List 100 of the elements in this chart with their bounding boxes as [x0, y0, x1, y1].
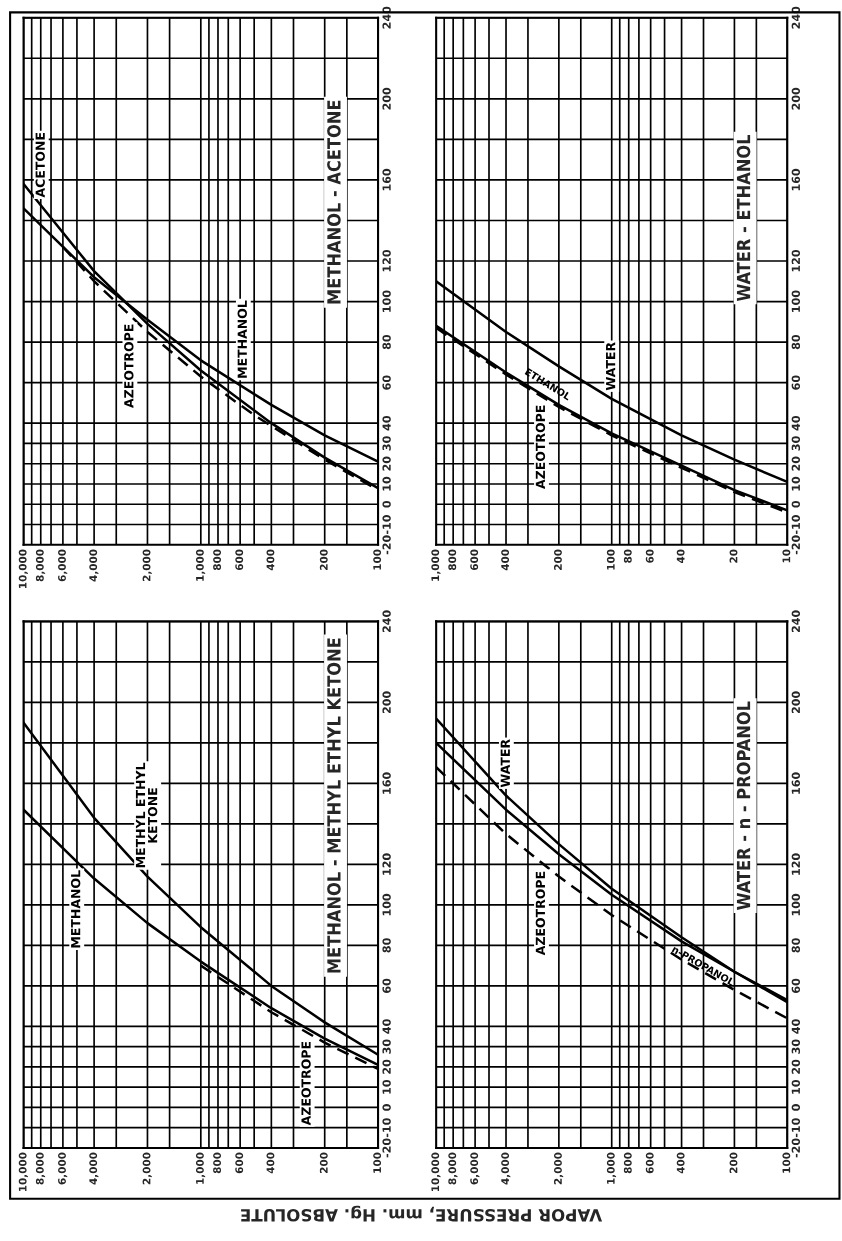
x-tick-label: 4,000 [89, 1152, 99, 1185]
y-tick-label: 100 [791, 893, 801, 916]
x-tick-label: 800 [623, 1152, 632, 1174]
y-tick-label: -20 [382, 1138, 391, 1158]
y-tick-label: 120 [791, 853, 801, 875]
y-tick-label: 10 [791, 1079, 801, 1094]
text: WATER - n - PROPANOL [736, 701, 751, 910]
y-tick-label: 120 [382, 853, 391, 875]
y-tick-label: 240 [382, 610, 391, 633]
y-tick-label: 0 [791, 500, 801, 508]
x-axis-title: VAPOR PRESSURE, mm. Hg. ABSOLUTE [241, 1205, 603, 1222]
text: AZEOTROPE [535, 871, 546, 956]
y-tick-label: 30 [382, 436, 391, 451]
y-tick-label: 0 [382, 500, 391, 508]
y-tick-label: 120 [382, 249, 391, 272]
text: METHANOL - ACETONE [327, 100, 341, 304]
y-tick-label: -10 [382, 515, 391, 534]
x-tick-label: 8,000 [448, 1152, 458, 1185]
text: WATER - ETHANOL [736, 134, 751, 302]
x-tick-label: 200 [554, 549, 562, 570]
y-tick-label: -20 [382, 535, 391, 555]
x-tick-label: 600 [235, 549, 244, 571]
y-tick-label: 40 [382, 1019, 391, 1034]
y-tick-label: 30 [791, 436, 801, 451]
text: METHYL ETHYL KETONE [135, 762, 158, 868]
x-tick-label: 8,000 [35, 549, 46, 582]
x-tick-label: 600 [235, 1152, 244, 1174]
x-tick-label: 1,000 [606, 1152, 617, 1184]
x-tick-label: 6,000 [58, 1152, 68, 1185]
x-tick-label: 200 [729, 1152, 738, 1174]
y-tick-label: 0 [382, 1104, 391, 1111]
y-tick-label: 160 [382, 168, 391, 191]
text: WATER [606, 342, 616, 391]
y-tick-label: 20 [382, 1059, 391, 1074]
x-tick-label: 1,000 [195, 1152, 206, 1184]
x-tick-label: 10,000 [18, 549, 28, 588]
y-tick-label: 120 [791, 249, 801, 272]
y-tick-label: -10 [791, 515, 801, 534]
y-tick-label: 100 [382, 893, 391, 916]
x-tick-label: 6,000 [58, 549, 68, 582]
y-tick-label: 160 [791, 772, 801, 794]
text: AZEOTROPE [124, 324, 134, 408]
x-tick-label: 2,000 [142, 1152, 152, 1185]
y-tick-label: 80 [791, 938, 801, 953]
text: WATER [500, 739, 510, 788]
y-tick-label: 100 [382, 290, 391, 312]
text: AZEOTROPE [301, 1041, 311, 1126]
y-tick-label: 30 [382, 1039, 391, 1054]
x-tick-label: 100 [606, 549, 615, 570]
text: AZEOTROPE [535, 405, 546, 489]
x-tick-label: 800 [213, 549, 222, 571]
y-tick-label: 10 [382, 476, 391, 491]
y-tick-label: 160 [382, 772, 391, 794]
y-tick-label: 200 [791, 691, 801, 714]
y-tick-label: 10 [791, 476, 801, 491]
y-tick-label: 200 [382, 87, 391, 110]
y-tick-label: 0 [791, 1104, 801, 1111]
x-tick-label: 400 [501, 549, 510, 571]
x-tick-label: 400 [676, 1152, 685, 1174]
y-tick-label: -20 [791, 535, 801, 555]
x-tick-label: 200 [319, 1152, 328, 1174]
x-tick-label: 20 [729, 549, 738, 563]
y-tick-label: 240 [791, 610, 801, 633]
y-tick-label: 20 [791, 456, 801, 471]
y-tick-label: -20 [791, 1138, 801, 1158]
y-tick-label: 10 [382, 1079, 391, 1094]
x-tick-label: 10,000 [18, 1152, 28, 1192]
x-tick-label: 600 [470, 549, 479, 571]
x-tick-label: 40 [676, 549, 685, 563]
y-tick-label: -10 [791, 1118, 801, 1138]
x-tick-label: 1,000 [195, 549, 206, 581]
y-tick-label: 80 [791, 334, 801, 350]
y-tick-label: 60 [382, 375, 391, 390]
y-tick-label: 80 [382, 938, 391, 953]
x-tick-label: 200 [319, 549, 328, 570]
x-tick-label: 2,000 [142, 549, 152, 582]
x-tick-label: 4,000 [89, 549, 99, 582]
x-tick-label: 400 [266, 1152, 275, 1174]
text: METHANOL [70, 870, 81, 948]
x-tick-label: 600 [645, 1152, 654, 1174]
x-tick-label: 80 [623, 549, 632, 563]
text: METHANOL [237, 300, 247, 378]
y-tick-label: 60 [382, 978, 391, 993]
y-tick-label: -10 [382, 1118, 391, 1138]
y-tick-label: 160 [791, 168, 801, 191]
y-tick-label: 60 [791, 375, 801, 390]
y-tick-label: 30 [791, 1039, 801, 1054]
x-tick-label: 6,000 [470, 1152, 480, 1185]
x-tick-label: 800 [448, 549, 457, 571]
y-tick-label: 60 [791, 978, 801, 993]
x-tick-label: 1,000 [431, 549, 441, 581]
text: ACETONE [35, 132, 45, 198]
y-tick-label: 200 [791, 87, 801, 110]
x-tick-label: 400 [266, 549, 275, 571]
text: METHANOL - METHYL ETHYL KETONE [327, 638, 341, 973]
x-tick-label: 4,000 [501, 1152, 511, 1185]
y-tick-label: 20 [791, 1059, 801, 1074]
y-tick-label: 40 [791, 415, 801, 431]
x-tick-label: 2,000 [554, 1152, 564, 1185]
x-tick-label: 10 [782, 549, 791, 563]
